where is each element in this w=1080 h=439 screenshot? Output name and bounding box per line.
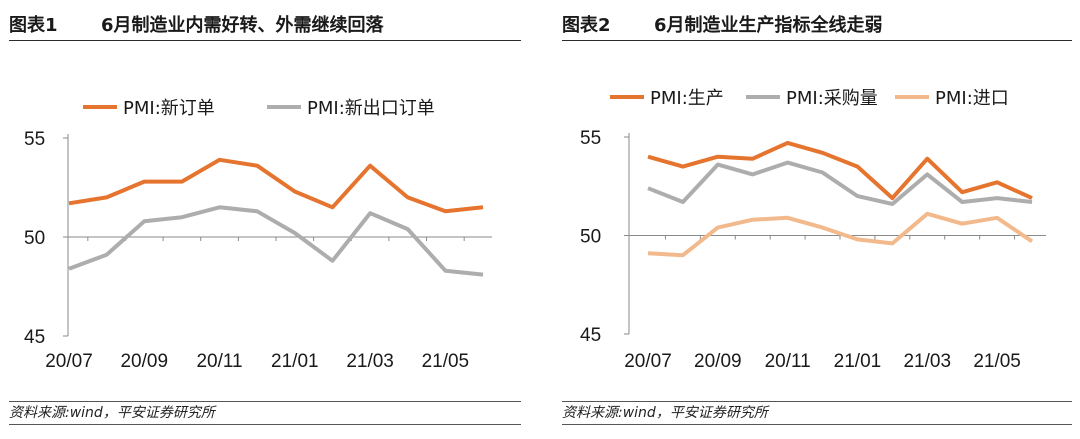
- x-tick-label: 21/01: [834, 351, 882, 372]
- y-tick-label: 50: [24, 228, 45, 249]
- y-tick-label: 55: [24, 129, 45, 150]
- legend-label: PMI:生产: [650, 88, 724, 109]
- x-tick-label: 20/09: [694, 351, 742, 372]
- series-line-1: [647, 140, 1033, 201]
- x-tick-label: 21/05: [973, 351, 1021, 372]
- x-tick-label: 20/11: [765, 351, 811, 372]
- x-tick-label: 20/07: [45, 351, 93, 372]
- figure-1-header: 图表1 6月制造业内需好转、外需继续回落: [9, 12, 521, 41]
- legend-label: PMI:新出口订单: [307, 98, 435, 119]
- figure-1-label: 图表1: [9, 15, 58, 36]
- x-tick-label: 21/03: [346, 351, 394, 372]
- figure-2-header: 图表2 6月制造业生产指标全线走弱: [562, 12, 1072, 41]
- x-tick-label: 21/03: [903, 351, 951, 372]
- figure-2-label: 图表2: [562, 15, 611, 36]
- y-tick-label: 45: [24, 327, 45, 348]
- x-tick-label: 20/11: [196, 351, 242, 372]
- series-line-1: [68, 157, 484, 214]
- x-tick-label: 21/05: [422, 351, 470, 372]
- figure-2-chart: 45 50 55 20/07 20/09 20/11 21/01 21/03 21/05 PMI:…: [580, 88, 1046, 372]
- figure-2-source: 资料来源:wind，平安证券研究所: [562, 401, 1072, 425]
- figure-1-title: 6月制造业内需好转、外需继续回落: [101, 15, 384, 36]
- y-tick-label: 55: [580, 128, 601, 149]
- figure-1-source: 资料来源:wind，平安证券研究所: [9, 401, 521, 425]
- y-tick-label: 45: [580, 325, 601, 346]
- x-tick-label: 21/01: [271, 351, 319, 372]
- figure-1-chart: 45 50 55 20/07 20/09 20/11 21/01 21/03 21/05 PMI:…: [24, 98, 492, 372]
- legend-label: PMI:采购量: [786, 88, 878, 109]
- series-line-2: [647, 160, 1033, 206]
- x-tick-label: 20/09: [120, 351, 168, 372]
- figure-1-panel: 图表1 6月制造业内需好转、外需继续回落 45 50 55 20/07 20/09 20/…: [9, 0, 521, 439]
- figure-2-title: 6月制造业生产指标全线走弱: [654, 15, 883, 36]
- figure-2-panel: 图表2 6月制造业生产指标全线走弱 45 50 55 20/07 20/09 20/11 2…: [562, 0, 1072, 439]
- series-line-2: [68, 205, 484, 277]
- x-tick-label: 20/07: [624, 351, 672, 372]
- legend-label: PMI:新订单: [123, 98, 215, 119]
- y-tick-label: 50: [580, 227, 601, 248]
- legend-label: PMI:进口: [935, 88, 1009, 109]
- series-line-3: [647, 211, 1034, 258]
